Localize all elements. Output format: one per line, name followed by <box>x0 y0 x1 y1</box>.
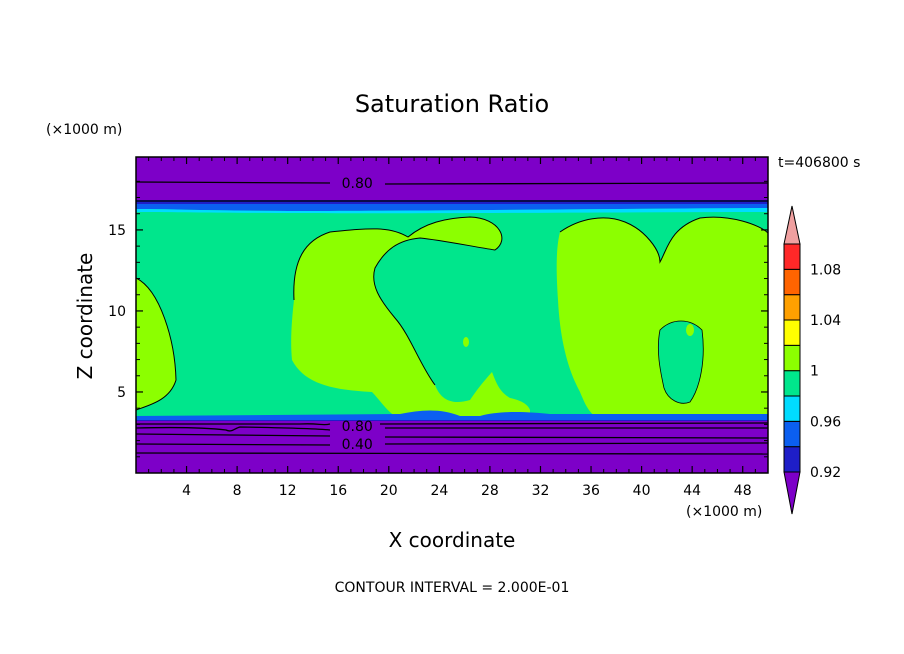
contour-line-bottom-3 <box>136 433 768 439</box>
colorbar-tick-label: 0.92 <box>810 465 841 481</box>
contour-lines <box>136 181 768 455</box>
colorbar-tick-label: 1.04 <box>810 313 841 329</box>
x-tick-label: 20 <box>380 483 398 499</box>
contour-interval-text: CONTOUR INTERVAL = 2.000E-01 <box>335 580 570 596</box>
colorbar-swatch <box>783 395 801 422</box>
moist-region <box>136 278 176 410</box>
x-tick-label: 36 <box>582 483 600 499</box>
colorbar-swatch <box>783 319 801 346</box>
moist-region <box>686 324 694 336</box>
x-axis-title: X coordinate <box>389 528 516 552</box>
bottom-transition-2 <box>136 410 768 420</box>
colorbar-swatch <box>783 344 801 372</box>
y-unit-label: (×1000 m) <box>46 122 122 138</box>
y-axis-title: Z coordinate <box>73 253 97 380</box>
colorbar-swatch <box>783 268 801 296</box>
x-tick-label: 16 <box>329 483 347 499</box>
bottom-dry-region <box>136 421 768 473</box>
contour-label: 0.80 <box>342 176 373 192</box>
x-unit-label: (×1000 m) <box>686 504 762 520</box>
time-label: t=406800 s <box>778 155 860 171</box>
colorbar-swatch <box>783 294 801 321</box>
colorbar-tick-label: 1 <box>810 364 819 380</box>
x-tick-label: 40 <box>633 483 651 499</box>
y-tick-label: 10 <box>108 304 126 320</box>
moist-region <box>291 217 530 418</box>
contour-line-top-080 <box>136 181 768 185</box>
contour-line-moist-edge <box>136 277 177 411</box>
colorbar-tick-label: 1.08 <box>810 262 841 278</box>
moist-region <box>463 337 469 347</box>
top-dry-region <box>136 157 768 202</box>
x-tick-label: 4 <box>182 483 191 499</box>
y-tick-label: 15 <box>108 223 126 239</box>
colorbar-swatch <box>783 420 801 448</box>
mid-pocket <box>657 320 704 404</box>
moist-region <box>556 217 768 418</box>
y-tick-label: 5 <box>117 385 126 401</box>
colorbar-swatch <box>783 370 801 397</box>
x-tick-label: 12 <box>279 483 297 499</box>
colorbar-swatch <box>783 446 801 473</box>
x-tick-label: 24 <box>430 483 448 499</box>
chart-title: Saturation Ratio <box>355 90 549 118</box>
colorbar-tick-label: 0.96 <box>810 414 841 430</box>
colorbar-low-triangle <box>783 471 801 515</box>
contour-label: 0.40 <box>342 437 373 453</box>
x-tick-label: 44 <box>683 483 701 499</box>
contour-line-bottom-4 <box>136 452 768 455</box>
contour-labels: 0.80 0.80 0.40 <box>342 176 373 453</box>
x-tick-label: 28 <box>481 483 499 499</box>
contour-line-moist-edge <box>559 216 768 264</box>
contour-label: 0.80 <box>342 419 373 435</box>
x-tick-label: 8 <box>233 483 242 499</box>
contour-line-bottom-040 <box>136 442 768 446</box>
contour-line-bottom-2 <box>136 426 768 432</box>
x-tick-label: 48 <box>734 483 752 499</box>
contour-line-moist-edge <box>293 216 503 386</box>
colorbar-swatch <box>783 243 801 270</box>
colorbar-high-triangle <box>783 205 801 245</box>
colorbar: 1.08 1.04 1 0.96 0.92 <box>783 205 841 515</box>
top-transition-1 <box>136 200 768 205</box>
contour-line-bottom-1 <box>136 422 768 426</box>
top-transition-3 <box>136 208 768 214</box>
top-transition-2 <box>136 204 768 211</box>
x-tick-label: 32 <box>532 483 550 499</box>
